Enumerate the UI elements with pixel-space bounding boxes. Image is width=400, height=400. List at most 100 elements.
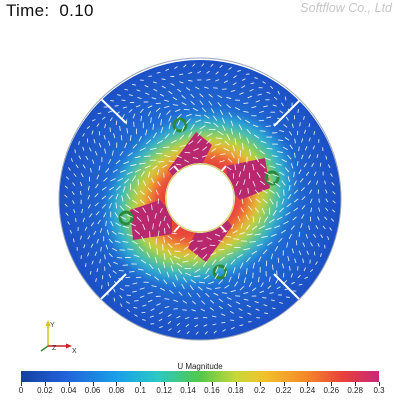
velocity-glyph <box>192 247 198 252</box>
velocity-glyph <box>303 267 306 272</box>
velocity-glyph <box>249 89 254 92</box>
velocity-glyph <box>251 106 257 109</box>
velocity-glyph <box>243 248 250 251</box>
velocity-glyph <box>223 80 228 83</box>
velocity-glyph <box>105 220 107 227</box>
velocity-glyph <box>163 236 166 243</box>
velocity-glyph <box>205 267 210 274</box>
velocity-glyph <box>198 281 205 284</box>
velocity-glyph <box>247 312 252 315</box>
time-readout: Time: 0.10 <box>6 1 94 21</box>
velocity-glyph <box>177 88 182 93</box>
velocity-glyph <box>243 277 246 284</box>
velocity-glyph <box>72 238 75 243</box>
velocity-glyph <box>263 216 269 223</box>
velocity-glyph <box>168 122 172 129</box>
velocity-glyph <box>264 157 271 161</box>
velocity-glyph <box>116 185 121 191</box>
velocity-glyph <box>229 311 234 314</box>
velocity-glyph <box>227 303 232 308</box>
velocity-glyph <box>182 300 187 304</box>
velocity-glyph <box>118 269 124 272</box>
velocity-glyph <box>154 256 158 264</box>
velocity-glyph <box>128 109 133 113</box>
velocity-glyph <box>209 307 214 311</box>
velocity-glyph <box>90 243 94 248</box>
velocity-glyph <box>177 113 182 119</box>
velocity-glyph <box>249 149 252 156</box>
velocity-glyph <box>240 262 244 269</box>
velocity-glyph <box>82 146 85 151</box>
colorbar-tick-label: 0.12 <box>156 386 172 395</box>
velocity-glyph <box>171 150 178 152</box>
velocity-glyph <box>114 240 121 243</box>
velocity-glyph <box>304 146 308 151</box>
velocity-glyph <box>128 270 135 273</box>
velocity-glyph <box>285 212 291 216</box>
velocity-glyph <box>254 77 258 79</box>
velocity-glyph <box>260 282 264 287</box>
velocity-glyph <box>262 249 268 255</box>
velocity-glyph <box>97 112 102 115</box>
velocity-glyph <box>69 229 72 234</box>
velocity-glyph <box>163 261 166 268</box>
velocity-glyph <box>281 159 287 163</box>
colorbar-tick-label: 0 <box>18 386 24 395</box>
velocity-glyph <box>90 222 95 227</box>
velocity-glyph <box>126 193 131 200</box>
velocity-glyph <box>210 63 214 67</box>
velocity-glyph <box>310 207 313 213</box>
velocity-glyph <box>315 225 319 230</box>
velocity-glyph <box>221 313 226 316</box>
velocity-glyph <box>91 260 94 265</box>
velocity-glyph <box>259 130 266 132</box>
colorbar-tick-mark <box>164 382 166 386</box>
velocity-glyph <box>274 182 281 188</box>
velocity-glyph <box>168 328 172 331</box>
velocity-glyph <box>281 198 285 205</box>
velocity-glyph <box>126 127 129 134</box>
velocity-glyph <box>289 131 293 136</box>
velocity-glyph <box>282 146 288 150</box>
velocity-glyph <box>267 285 272 289</box>
velocity-glyph <box>251 250 258 255</box>
velocity-glyph <box>313 233 316 238</box>
velocity-glyph <box>185 272 192 276</box>
velocity-glyph <box>119 288 124 291</box>
velocity-glyph <box>191 300 196 305</box>
velocity-glyph <box>203 261 208 267</box>
velocity-glyph <box>137 97 142 99</box>
velocity-glyph <box>293 198 299 203</box>
velocity-glyph <box>147 187 153 193</box>
velocity-glyph <box>101 204 106 209</box>
velocity-glyph <box>132 290 137 293</box>
velocity-glyph <box>288 185 291 191</box>
velocity-glyph <box>327 236 330 240</box>
velocity-glyph <box>173 255 180 259</box>
velocity-glyph <box>238 308 243 311</box>
colorbar-tick-mark <box>259 382 261 386</box>
velocity-glyph <box>301 214 305 219</box>
velocity-glyph <box>124 88 129 91</box>
velocity-glyph <box>301 154 304 160</box>
velocity-glyph <box>308 137 311 142</box>
velocity-glyph <box>325 189 328 194</box>
velocity-glyph <box>233 238 240 240</box>
velocity-glyph <box>155 107 161 112</box>
velocity-glyph <box>105 168 110 173</box>
velocity-glyph <box>159 207 163 213</box>
velocity-glyph <box>206 133 213 137</box>
velocity-glyph <box>111 230 117 235</box>
velocity-glyph <box>145 92 150 95</box>
velocity-glyph <box>133 189 138 195</box>
velocity-glyph <box>290 273 293 278</box>
velocity-glyph <box>175 274 178 281</box>
velocity-glyph <box>155 189 159 195</box>
velocity-glyph <box>152 165 158 170</box>
velocity-glyph <box>195 114 202 117</box>
time-label: Time: <box>6 1 50 20</box>
velocity-glyph <box>81 208 83 214</box>
velocity-glyph <box>95 211 100 216</box>
velocity-glyph <box>80 181 83 187</box>
